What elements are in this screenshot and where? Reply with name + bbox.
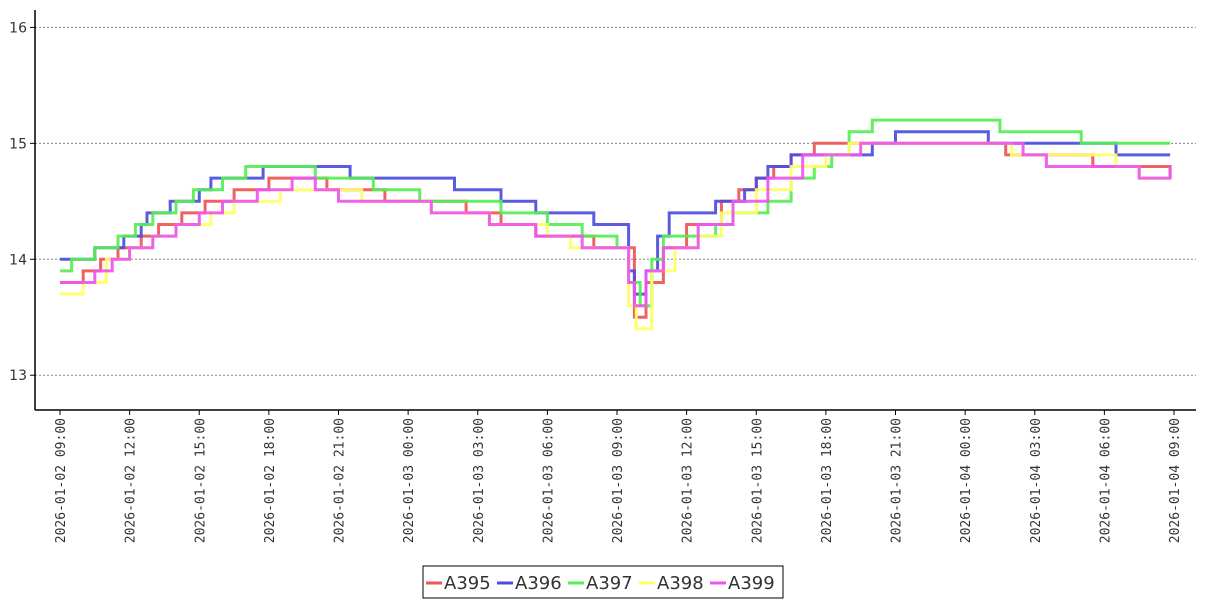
x-tick-label: 2026-01-03 18:00 xyxy=(820,418,835,543)
gridlines xyxy=(35,26,1196,376)
y-tick-label: 16 xyxy=(9,20,27,36)
x-tick-label: 2026-01-03 09:00 xyxy=(611,418,626,543)
x-tick-label: 2026-01-04 03:00 xyxy=(1029,418,1044,543)
y-tick-label: 14 xyxy=(9,252,27,268)
x-tick-label: 2026-01-03 06:00 xyxy=(541,418,556,543)
x-tick-label: 2026-01-02 15:00 xyxy=(193,418,208,543)
x-tick-label: 2026-01-04 00:00 xyxy=(959,418,974,543)
x-tick-label: 2026-01-02 12:00 xyxy=(124,418,139,543)
x-ticks: 2026-01-02 09:00 2026-01-02 12:00 2026-01-… xyxy=(54,410,1183,543)
x-tick-label: 2026-01-03 00:00 xyxy=(402,418,417,543)
legend-label-a397: A397 xyxy=(586,573,633,594)
legend-label-a399: A399 xyxy=(728,573,775,594)
legend-label-a396: A396 xyxy=(515,573,562,594)
x-tick-label: 2026-01-02 09:00 xyxy=(54,418,69,543)
x-tick-label: 2026-01-02 21:00 xyxy=(333,418,348,543)
legend: A395 A396 A397 A398 A399 xyxy=(422,565,784,599)
series-line-a399 xyxy=(60,141,1172,308)
axes xyxy=(34,10,1196,411)
legend-label-a395: A395 xyxy=(444,573,491,594)
series-lines xyxy=(60,118,1172,331)
x-tick-label: 2026-01-03 03:00 xyxy=(472,418,487,543)
y-ticks: 13 14 15 16 xyxy=(9,20,35,384)
y-tick-label: 15 xyxy=(9,136,27,152)
series-line-a395 xyxy=(60,141,1172,319)
x-tick-label: 2026-01-04 06:00 xyxy=(1098,418,1113,543)
series-line-a397 xyxy=(60,118,1171,308)
x-tick-label: 2026-01-04 09:00 xyxy=(1168,418,1183,543)
y-tick-label: 13 xyxy=(9,368,27,384)
x-tick-label: 2026-01-02 18:00 xyxy=(263,418,278,543)
x-tick-label: 2026-01-03 15:00 xyxy=(750,418,765,543)
x-tick-label: 2026-01-03 21:00 xyxy=(890,418,905,543)
x-tick-label: 2026-01-03 12:00 xyxy=(681,418,696,543)
legend-label-a398: A398 xyxy=(657,573,704,594)
